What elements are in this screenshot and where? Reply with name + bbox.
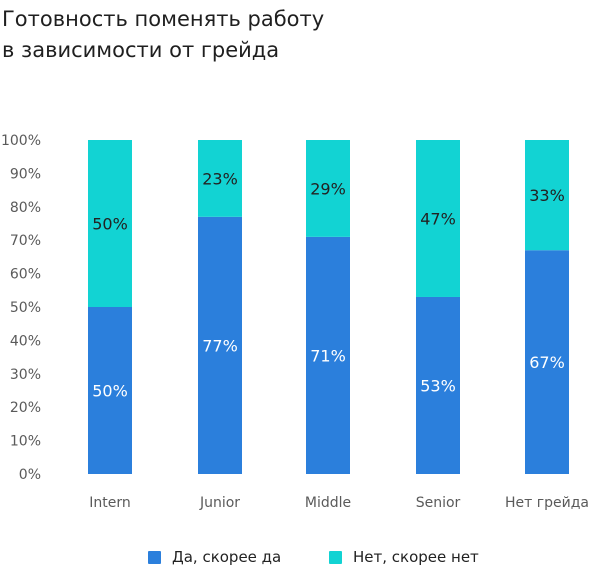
legend-label-yes: Да, скорее да bbox=[172, 548, 281, 566]
stacked-bar-chart: 0% 10% 20% 30% 40% 50% 60% 70% 80% 90% 100% 50% 50% I… bbox=[0, 0, 594, 540]
data-label-yes: 67% bbox=[529, 353, 565, 372]
y-tick-label: 100% bbox=[1, 133, 41, 149]
legend-swatch-no bbox=[329, 551, 342, 564]
data-label-yes: 50% bbox=[92, 382, 128, 401]
y-tick-label: 40% bbox=[10, 333, 41, 349]
y-tick-label: 10% bbox=[10, 434, 41, 450]
y-tick-label: 0% bbox=[19, 467, 41, 483]
x-category-label: Senior bbox=[416, 495, 461, 511]
y-tick-label: 70% bbox=[10, 233, 41, 249]
y-tick-label: 50% bbox=[10, 300, 41, 316]
data-label-no: 33% bbox=[529, 186, 565, 205]
y-tick-label: 20% bbox=[10, 400, 41, 416]
y-tick-label: 80% bbox=[10, 200, 41, 216]
data-label-yes: 77% bbox=[202, 336, 238, 355]
legend-swatch-yes bbox=[148, 551, 161, 564]
data-label-no: 50% bbox=[92, 215, 128, 234]
chart-legend: Да, скорее да Нет, скорее нет bbox=[0, 548, 594, 574]
y-tick-label: 90% bbox=[10, 166, 41, 182]
legend-label-no: Нет, скорее нет bbox=[353, 548, 479, 566]
x-category-label: Нет грейда bbox=[505, 495, 589, 511]
y-tick-label: 60% bbox=[10, 267, 41, 283]
x-category-label: Junior bbox=[199, 495, 240, 511]
y-tick-label: 30% bbox=[10, 367, 41, 383]
legend-item-no[interactable]: Нет, скорее нет bbox=[329, 548, 479, 566]
data-label-yes: 53% bbox=[420, 376, 456, 395]
x-category-label: Middle bbox=[305, 495, 351, 511]
data-label-no: 23% bbox=[202, 169, 238, 188]
data-label-yes: 71% bbox=[310, 346, 346, 365]
data-label-no: 47% bbox=[420, 209, 456, 228]
legend-item-yes[interactable]: Да, скорее да bbox=[148, 548, 281, 566]
x-category-label: Intern bbox=[89, 495, 131, 511]
data-label-no: 29% bbox=[310, 179, 346, 198]
